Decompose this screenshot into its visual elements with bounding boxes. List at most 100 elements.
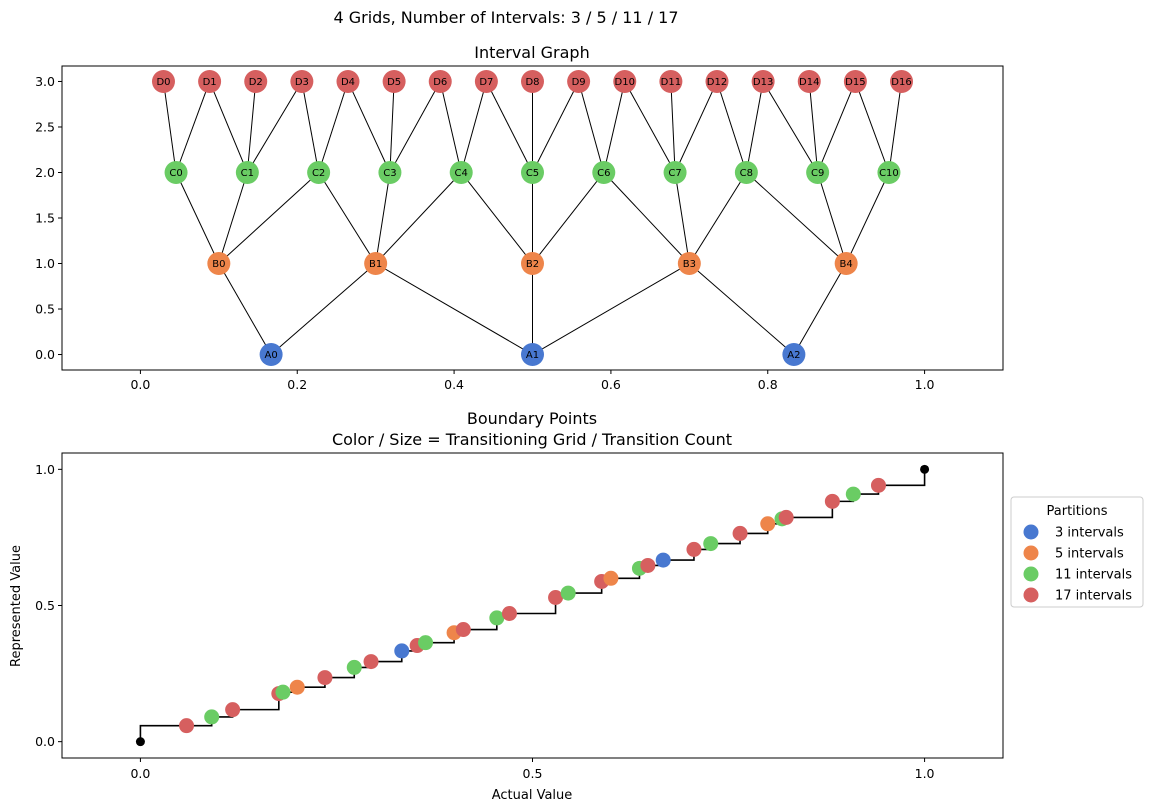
graph-node-label-C4: C4: [455, 168, 468, 179]
graph-node-label-B2: B2: [526, 259, 539, 270]
figure-suptitle: 4 Grids, Number of Intervals: 3 / 5 / 11…: [333, 8, 678, 27]
boundary-subtitle: Color / Size = Transitioning Grid / Tran…: [332, 430, 732, 449]
graph-node-label-D11: D11: [661, 77, 681, 88]
graph-edge-B1-C4: [375, 172, 462, 264]
legend-marker-grid5: [1023, 545, 1039, 561]
graph-edge-C0-D0: [162, 81, 177, 173]
legend-title: Partitions: [1047, 504, 1108, 519]
boundary-point: [363, 654, 379, 670]
graph-node-label-C3: C3: [383, 168, 396, 179]
graph-edge-A2-B3: [689, 263, 795, 355]
graph-node-label-D3: D3: [295, 77, 309, 88]
boundary-point: [489, 610, 505, 626]
graph-edges: [162, 81, 903, 355]
graph-node-label-C2: C2: [312, 168, 325, 179]
graph-edge-C9-D14: [808, 81, 819, 173]
graph-edge-B1-C3: [375, 172, 391, 264]
graph-node-C3: [378, 160, 402, 184]
graph-edge-B0-C1: [218, 172, 248, 264]
graph-node-label-C7: C7: [668, 168, 681, 179]
boundary-endpoint-1: [920, 464, 930, 474]
graph-node-label-C0: C0: [169, 168, 182, 179]
boundary-point: [824, 493, 840, 509]
graph-edge-B4-C9: [817, 172, 847, 264]
boundary-point: [346, 659, 362, 675]
graph-edge-B4-C8: [746, 172, 847, 264]
graph-y-tick-label: 3.0: [35, 74, 55, 89]
graph-node-label-C9: C9: [811, 168, 824, 179]
graph-edge-C10-D15: [854, 81, 890, 173]
graph-y-tick-label: 1.5: [35, 211, 55, 226]
graph-title: Interval Graph: [474, 43, 589, 62]
boundary-point: [455, 622, 471, 638]
boundary-point: [870, 477, 886, 493]
graph-y-tick-label: 1.0: [35, 256, 55, 271]
graph-edge-B2-C4: [460, 172, 533, 264]
boundary-point: [289, 679, 305, 695]
graph-node-label-D4: D4: [341, 77, 355, 88]
graph-node-D14: [797, 69, 821, 93]
graph-node-B3: [677, 252, 701, 276]
boundary-y-tick-label: 1.0: [35, 462, 55, 477]
graph-edge-C1-D2: [246, 81, 257, 173]
graph-node-D12: [705, 69, 729, 93]
graph-node-label-C8: C8: [740, 168, 753, 179]
graph-node-label-C1: C1: [241, 168, 254, 179]
graph-edge-C9-D15: [817, 81, 856, 173]
graph-node-label-D13: D13: [753, 77, 773, 88]
graph-node-label-C6: C6: [597, 168, 610, 179]
boundary-x-tick-label: 0.0: [130, 766, 150, 781]
graph-node-A1: [521, 343, 544, 367]
graph-edge-C4-D7: [460, 81, 487, 173]
graph-edge-C0-D1: [175, 81, 211, 173]
graph-edge-A0-B0: [218, 263, 272, 355]
graph-x-tick-label: 0.4: [444, 377, 464, 392]
graph-edge-C7-D11: [670, 81, 676, 173]
graph-node-D2: [244, 69, 268, 93]
boundary-point: [179, 718, 195, 734]
graph-node-D9: [567, 69, 591, 93]
graph-y-tick-label: 0.0: [35, 347, 55, 362]
boundary-point: [317, 670, 333, 686]
graph-node-C8: [734, 160, 758, 184]
graph-y-tick-label: 2.0: [35, 165, 55, 180]
graph-edge-C9-D13: [762, 81, 819, 173]
graph-node-label-B4: B4: [840, 259, 853, 270]
graph-node-D8: [521, 69, 544, 93]
graph-y-tick-label: 0.5: [35, 302, 55, 317]
boundary-point: [703, 536, 719, 552]
graph-node-A0: [259, 343, 283, 367]
graph-node-C4: [449, 160, 473, 184]
graph-x-tick-label: 0.2: [287, 377, 307, 392]
graph-node-D1: [198, 69, 222, 93]
legend-label-grid3: 3 intervals: [1055, 526, 1124, 541]
graph-node-label-D5: D5: [387, 77, 401, 88]
boundary-point: [225, 702, 241, 718]
interval-graph-plot: A0 A1 A2 B0 B1 B2 B3 B4 C0 C1 C2 C3 C4 C5 C6 C7 C8 C9 C10 D…: [35, 65, 1004, 392]
graph-edge-C8-D12: [716, 81, 747, 173]
graph-edge-A2-B4: [793, 263, 847, 355]
graph-edge-C4-D6: [439, 81, 462, 173]
graph-edge-A0-B1: [270, 263, 376, 355]
graph-edge-C7-D10: [624, 81, 676, 173]
boundary-y-tick-label: 0.0: [35, 734, 55, 749]
graph-edge-B3-C8: [688, 172, 747, 264]
graph-edge-C5-D7: [485, 81, 533, 173]
partitions-legend: Partitions 3 intervals 5 intervals 11 inte…: [1010, 496, 1144, 608]
graph-node-label-A0: A0: [265, 350, 278, 361]
boundary-point: [548, 589, 564, 605]
graph-edge-B4-C10: [845, 172, 890, 264]
boundary-point: [640, 557, 656, 573]
boundary-y-tick-label: 0.5: [35, 598, 55, 613]
graph-node-A2: [782, 343, 806, 367]
graph-edge-C1-D3: [246, 81, 303, 173]
legend-marker-grid3: [1023, 524, 1039, 540]
graph-x-tick-label: 0.8: [758, 377, 778, 392]
graph-node-C7: [663, 160, 687, 184]
graph-node-label-B3: B3: [683, 259, 696, 270]
graph-edge-A1-B3: [532, 263, 690, 355]
graph-node-D13: [751, 69, 775, 93]
graph-edge-B3-C6: [603, 172, 690, 264]
boundary-point: [501, 606, 517, 622]
